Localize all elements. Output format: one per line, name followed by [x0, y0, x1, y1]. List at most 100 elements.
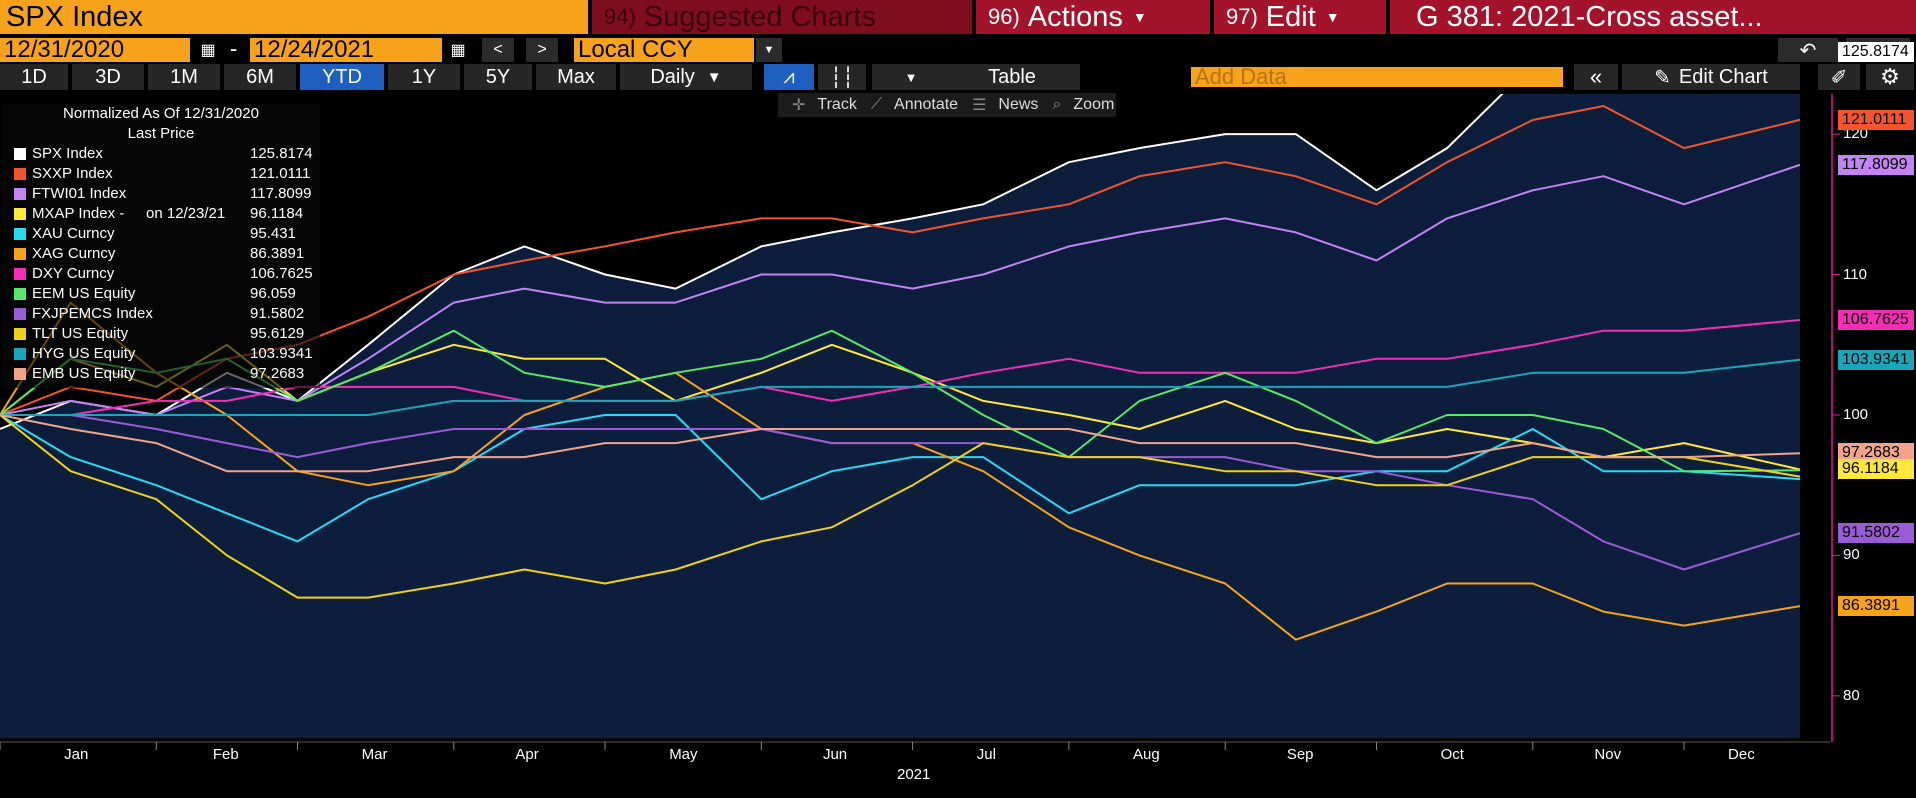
y-tick-label: 110	[1843, 265, 1867, 283]
legend-value: 106.7625	[250, 265, 313, 282]
chevron-down-icon: ▼	[1132, 9, 1147, 25]
annotate-tool[interactable]: Annotate	[894, 96, 959, 113]
end-date-text: 12/24/2021	[254, 36, 375, 63]
legend-value: 86.3891	[250, 245, 305, 262]
chart-edit-icon-button[interactable]: ✐	[1818, 64, 1860, 90]
range-button-max[interactable]: Max	[536, 64, 616, 90]
table-button[interactable]: Table	[944, 64, 1080, 90]
legend-entry[interactable]: SPX Index 125.8174	[2, 144, 320, 164]
range-label: 1D	[21, 65, 47, 88]
legend-swatch	[14, 308, 26, 320]
range-label: 3D	[95, 65, 121, 88]
settings-button[interactable]: ⚙	[1866, 64, 1914, 90]
crosshair-icon: ✛	[792, 97, 806, 114]
table-label: Table	[988, 65, 1036, 88]
legend-value: 91.5802	[250, 305, 305, 322]
legend-entry[interactable]: FTWI01 Index 117.8099	[2, 184, 320, 204]
range-button-1m[interactable]: 1M	[148, 64, 220, 90]
range-button-5y[interactable]: 5Y	[464, 64, 532, 90]
series-end-label: 96.1184	[1838, 459, 1914, 480]
currency-select[interactable]: Local CCY	[574, 36, 754, 63]
range-label: YTD	[322, 65, 362, 88]
undo-button[interactable]: ↶	[1778, 38, 1838, 62]
legend-entry[interactable]: FXJPEMCS Index 91.5802	[2, 304, 320, 324]
frequency-select[interactable]: Daily ▼	[620, 64, 752, 90]
header-bar: SPX Index 94) Suggested Charts 96) Actio…	[0, 0, 1916, 36]
series-end-label: 103.9341	[1838, 349, 1914, 370]
prev-period-button[interactable]: <	[482, 38, 514, 62]
series-end-label: 86.3891	[1838, 596, 1914, 617]
range-button-1d[interactable]: 1D	[0, 64, 68, 90]
actions-menu-button[interactable]: 96) Actions ▼	[976, 0, 1210, 34]
zoom-tool[interactable]: Zoom	[1073, 96, 1115, 113]
edit-chart-label: Edit Chart	[1678, 65, 1768, 88]
legend-title: Normalized As Of 12/31/2020	[63, 105, 259, 122]
legend-value: 121.0111	[250, 165, 311, 182]
series-line-ftwi01-index[interactable]	[0, 163, 1801, 416]
range-label: 5Y	[485, 65, 511, 88]
range-button-3d[interactable]: 3D	[72, 64, 144, 90]
range-button-ytd[interactable]: YTD	[300, 64, 384, 90]
series-line-emb-us-equity[interactable]	[0, 414, 1801, 473]
legend-swatch	[14, 328, 26, 340]
range-toolbar: 1D 3D 1M 6M YTD 1Y 5Y Max Daily ▼ ⩘ ┆┆ ▼…	[0, 64, 1916, 92]
chart-title: G 381: 2021-Cross asset...	[1390, 0, 1916, 34]
series-line-hyg-us-equity[interactable]	[0, 358, 1801, 416]
line-chart[interactable]	[0, 94, 1916, 798]
news-icon: ☰	[972, 97, 987, 114]
x-tick-label: Dec	[1728, 746, 1755, 763]
legend-value: 97.2683	[250, 365, 305, 382]
series-line-dxy-curncy[interactable]	[0, 319, 1801, 416]
range-button-1y[interactable]: 1Y	[388, 64, 460, 90]
candlestick-icon: ┆┆	[829, 66, 855, 89]
series-line-fxjpemcs-index[interactable]	[0, 414, 1801, 571]
series-end-label: 106.7625	[1838, 310, 1914, 330]
edit-menu-button[interactable]: 97) Edit ▼	[1214, 0, 1386, 34]
legend-name: MXAP Index -	[32, 205, 125, 222]
calendar-icon[interactable]: ▦	[450, 42, 466, 59]
legend-entry[interactable]: SXXP Index 121.0111	[2, 164, 320, 184]
series-end-label: 97.2683	[1838, 443, 1914, 464]
edit-chart-button[interactable]: ✎ Edit Chart	[1622, 64, 1800, 90]
collapse-button[interactable]: «	[1574, 64, 1618, 90]
chart-type-dropdown[interactable]: ▼	[872, 64, 950, 90]
line-chart-button[interactable]: ⩘	[764, 64, 814, 90]
legend-entry[interactable]: MXAP Index - on 12/23/21 96.1184	[2, 204, 320, 224]
ticker-field[interactable]: SPX Index	[0, 0, 588, 34]
currency-dropdown-button[interactable]: ▼	[756, 38, 782, 62]
legend-entry[interactable]: TLT US Equity 95.6129	[2, 324, 320, 344]
x-tick-label: Aug	[1133, 746, 1160, 763]
legend-entry[interactable]: XAG Curncy 86.3891	[2, 244, 320, 264]
legend-entry[interactable]: EEM US Equity 96.059	[2, 284, 320, 304]
legend-entry[interactable]: HYG US Equity 103.9341	[2, 344, 320, 364]
candle-chart-button[interactable]: ┆┆	[818, 64, 866, 90]
add-data-input[interactable]: Add Data	[1190, 64, 1564, 89]
series-line-tlt-us-equity[interactable]	[0, 414, 1801, 599]
suggested-charts-button[interactable]: 94) Suggested Charts	[592, 0, 972, 34]
legend-subtitle: Last Price	[127, 125, 195, 142]
legend-entry[interactable]: DXY Curncy 106.7625	[2, 264, 320, 284]
series-line-eem-us-equity[interactable]	[0, 329, 1801, 473]
range-button-6m[interactable]: 6M	[224, 64, 296, 90]
next-period-button[interactable]: >	[526, 38, 558, 62]
legend-entry[interactable]: XAU Curncy 95.431	[2, 224, 320, 244]
edit-num: 97)	[1226, 4, 1258, 29]
actions-num: 96)	[988, 4, 1020, 29]
legend-name: TLT US Equity	[32, 325, 129, 342]
legend-name: XAU Curncy	[32, 225, 115, 242]
series-line-xau-curncy[interactable]	[0, 414, 1801, 543]
chart-legend: Normalized As Of 12/31/2020 Last Price S…	[2, 104, 320, 388]
y-tick-label: 90	[1843, 546, 1860, 564]
track-tool[interactable]: Track	[817, 96, 857, 113]
edit-chart-icon: ✐	[1830, 66, 1848, 89]
series-line-mxap-index[interactable]	[0, 343, 1801, 471]
calendar-icon[interactable]: ▦	[200, 42, 216, 59]
spx-area-fill	[0, 94, 1800, 738]
start-date-input[interactable]: 12/31/2020	[0, 36, 190, 63]
edit-label: Edit	[1265, 0, 1316, 33]
currency-text: Local CCY	[578, 36, 693, 63]
chart-tools-bar: ✛ Track ⟋ Annotate ☰ News ⌕ Zoom	[778, 93, 1116, 117]
legend-entry[interactable]: EMB US Equity 97.2683	[2, 364, 320, 384]
news-tool[interactable]: News	[998, 96, 1039, 113]
end-date-input[interactable]: 12/24/2021	[250, 36, 442, 63]
